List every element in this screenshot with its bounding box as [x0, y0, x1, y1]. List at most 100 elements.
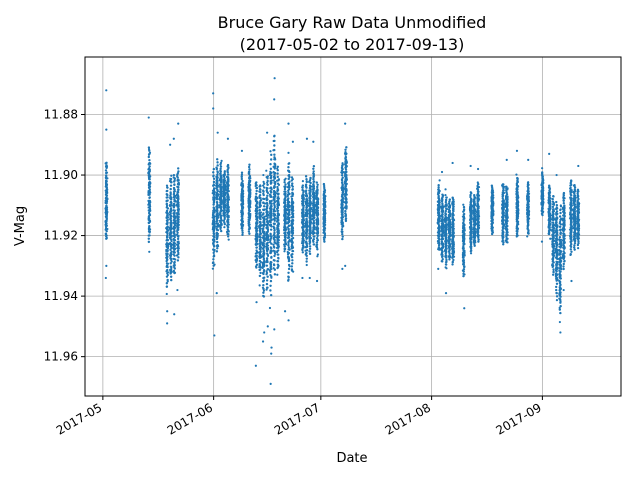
data-point: [274, 183, 276, 185]
data-point: [270, 228, 272, 230]
data-point: [227, 219, 229, 221]
data-point: [316, 219, 318, 221]
data-point: [291, 253, 293, 255]
data-point: [287, 256, 289, 258]
data-point: [448, 240, 450, 242]
data-point: [462, 273, 464, 275]
data-point: [277, 216, 279, 218]
data-point: [219, 168, 221, 170]
data-point: [302, 236, 304, 238]
data-point: [212, 268, 214, 270]
data-point: [306, 195, 308, 197]
data-point: [269, 307, 271, 309]
data-point: [323, 240, 325, 242]
data-point: [177, 238, 179, 240]
data-point: [241, 217, 243, 219]
data-point: [255, 232, 257, 234]
data-point: [219, 225, 221, 227]
data-point: [305, 235, 307, 237]
data-point: [213, 187, 215, 189]
data-point: [213, 255, 215, 257]
data-point: [283, 181, 285, 183]
data-point: [241, 188, 243, 190]
data-point: [213, 181, 215, 183]
data-point: [271, 179, 273, 181]
data-point: [176, 225, 178, 227]
data-point: [438, 244, 440, 246]
data-point: [241, 219, 243, 221]
data-point: [166, 206, 168, 208]
cluster-2017-05-21: [172, 138, 176, 316]
data-point: [266, 206, 268, 208]
data-point: [442, 258, 444, 260]
data-point: [263, 265, 265, 267]
data-point: [216, 158, 218, 160]
data-point: [216, 210, 218, 212]
data-point: [438, 236, 440, 238]
data-point: [441, 225, 443, 227]
data-point: [270, 177, 272, 179]
outlier-point: [216, 292, 218, 294]
data-point: [177, 216, 179, 218]
data-point: [312, 194, 314, 196]
data-point: [316, 226, 318, 228]
data-point: [316, 208, 318, 210]
data-point: [291, 222, 293, 224]
data-point: [177, 235, 179, 237]
data-point: [287, 189, 289, 191]
data-point: [312, 191, 314, 193]
data-point: [176, 179, 178, 181]
data-point: [177, 198, 179, 200]
data-point: [148, 228, 150, 230]
data-point: [227, 173, 229, 175]
data-point: [287, 229, 289, 231]
data-point: [266, 257, 268, 259]
data-point: [227, 166, 229, 168]
data-point: [284, 227, 286, 229]
data-point: [220, 185, 222, 187]
data-point: [170, 252, 172, 254]
data-point: [177, 259, 179, 261]
data-point: [441, 198, 443, 200]
outlier-point: [470, 165, 472, 167]
cluster-2017-08-06: [447, 198, 451, 260]
data-point: [266, 272, 268, 274]
data-point: [148, 187, 150, 189]
data-point: [273, 209, 275, 211]
data-point: [438, 203, 440, 205]
data-point: [227, 190, 229, 192]
data-point: [273, 236, 275, 238]
data-point: [166, 236, 168, 238]
data-point: [287, 252, 289, 254]
data-point: [169, 255, 171, 257]
data-point: [305, 204, 307, 206]
data-point: [220, 230, 222, 232]
data-point: [219, 170, 221, 172]
data-point: [170, 175, 172, 177]
data-point: [166, 196, 168, 198]
data-point: [216, 216, 218, 218]
data-point: [305, 221, 307, 223]
data-point: [241, 211, 243, 213]
outlier-point: [255, 301, 257, 303]
data-point: [269, 233, 271, 235]
data-point: [177, 229, 179, 231]
data-point: [452, 254, 454, 256]
data-point: [148, 181, 150, 183]
data-point: [216, 186, 218, 188]
data-point: [176, 173, 178, 175]
data-point: [277, 247, 279, 249]
data-point: [270, 182, 272, 184]
data-point: [463, 268, 465, 270]
data-point: [444, 194, 446, 196]
data-point: [258, 206, 260, 208]
data-point: [345, 190, 347, 192]
data-point: [441, 247, 443, 249]
data-point: [444, 243, 446, 245]
data-point: [449, 198, 451, 200]
data-point: [287, 193, 289, 195]
data-point: [263, 258, 265, 260]
data-point: [316, 195, 318, 197]
data-point: [444, 188, 446, 190]
data-point: [148, 162, 150, 164]
